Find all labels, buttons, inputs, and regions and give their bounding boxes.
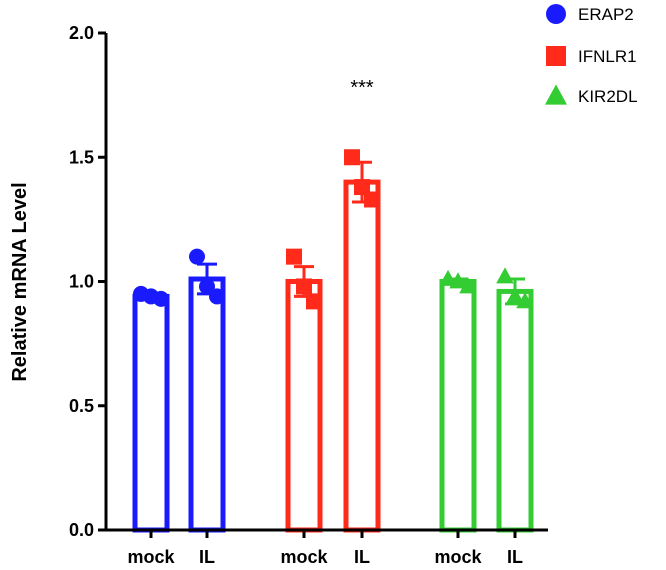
- y-tick-label: 0.5: [69, 396, 94, 416]
- data-point: [306, 293, 322, 310]
- x-tick-label: IL: [507, 547, 523, 567]
- legend-label: ERAP2: [578, 5, 634, 24]
- bar-kir2dl-mock: [439, 279, 477, 533]
- data-point: [516, 292, 534, 309]
- data-point: [439, 269, 457, 286]
- data-point: [496, 267, 514, 284]
- legend-item-erap2: ERAP2: [546, 4, 634, 24]
- legend-marker: [546, 4, 566, 24]
- data-point: [459, 277, 477, 294]
- bar-ifnlr1-mock: [285, 279, 323, 533]
- data-point: [364, 191, 380, 208]
- data-point: [354, 179, 370, 196]
- data-point: [344, 149, 360, 166]
- y-axis-label: Relative mRNA Level: [9, 182, 31, 381]
- data-point: [153, 290, 169, 307]
- legend-marker: [545, 84, 567, 105]
- x-tick-label: IL: [354, 547, 370, 567]
- data-point: [209, 288, 225, 305]
- legend-item-ifnlr1: IFNLR1: [546, 46, 637, 66]
- x-tick-label: IL: [199, 547, 215, 567]
- legend-label: IFNLR1: [578, 47, 637, 66]
- x-tick-label: mock: [280, 547, 328, 567]
- legend-label: KIR2DL: [578, 87, 638, 106]
- plot-area: *** 0.0 0.5 1.0 1.5 2.0 mock IL mock IL mock IL: [69, 23, 548, 567]
- bar-erap2-il: [188, 276, 226, 533]
- data-point: [296, 278, 312, 295]
- y-tick-label: 1.5: [69, 147, 94, 167]
- x-tick-label: mock: [434, 547, 482, 567]
- legend-item-kir2dl: KIR2DL: [545, 84, 638, 106]
- legend: ERAP2 IFNLR1 KIR2DL: [545, 4, 638, 106]
- bar-erap2-mock: [132, 293, 170, 533]
- data-point: [199, 278, 215, 295]
- significance-marker: ***: [350, 77, 374, 99]
- data-point: [286, 248, 302, 265]
- bar-kir2dl-il: [496, 288, 534, 533]
- data-point: [506, 287, 524, 304]
- bar-ifnlr1-il: [343, 179, 381, 533]
- legend-marker: [546, 46, 566, 66]
- data-point: [449, 272, 467, 289]
- x-tick-label: mock: [127, 547, 175, 567]
- y-tick-label: 2.0: [69, 23, 94, 43]
- y-tick-label: 0.0: [69, 520, 94, 540]
- data-point: [189, 248, 205, 265]
- y-tick-label: 1.0: [69, 272, 94, 292]
